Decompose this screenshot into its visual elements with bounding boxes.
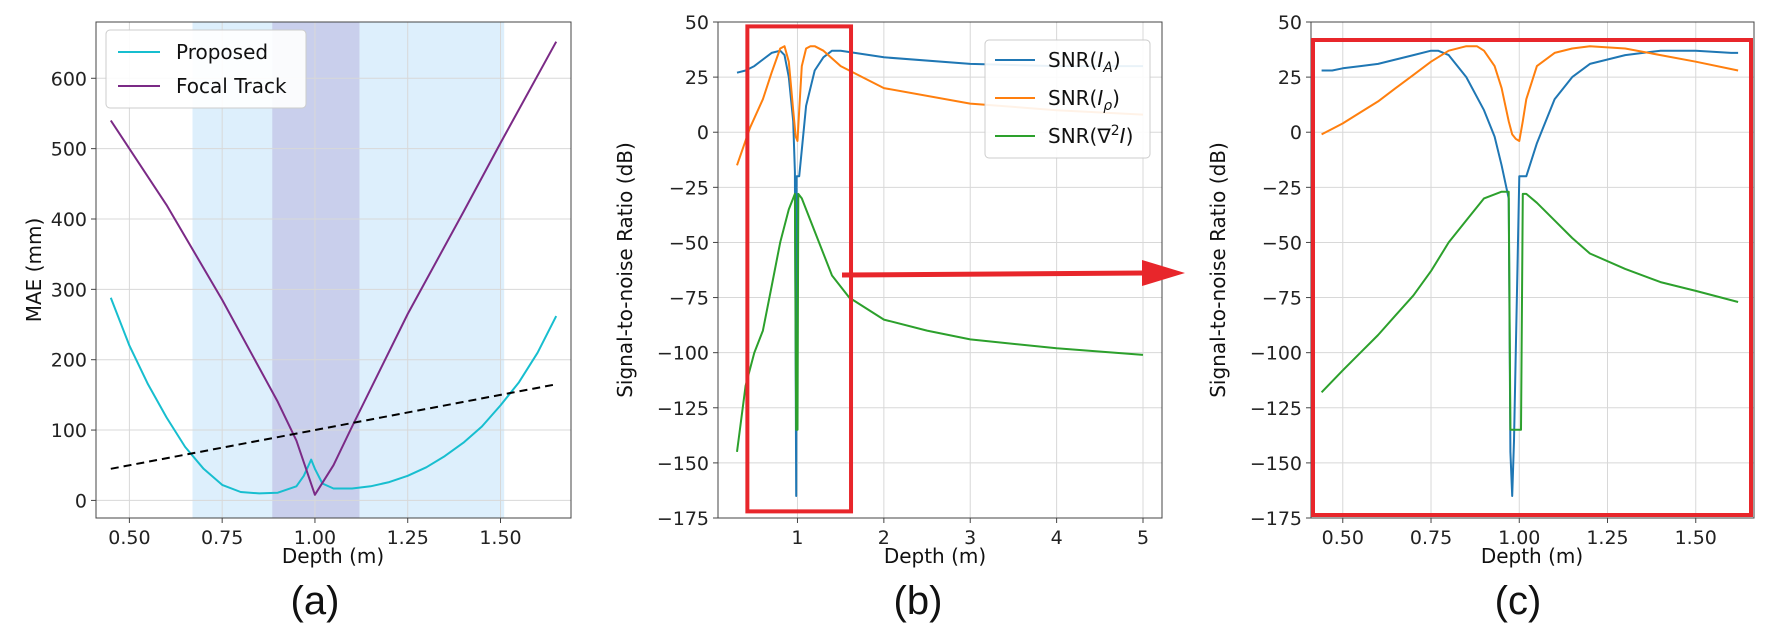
- legend-label-proposed: Proposed: [176, 40, 268, 64]
- panel-a-frame: [95, 21, 572, 519]
- panel-c-xticks: 0.50 0.75 1.00 1.25 1.50: [1322, 518, 1717, 549]
- panel-a-legend: Proposed Focal Track: [105, 29, 307, 109]
- series-line-reference: [110, 383, 557, 470]
- panel-b-xlabel: Depth (m): [884, 544, 986, 568]
- x-tick-label: 0.75: [201, 527, 243, 549]
- x-tick-label: 0.50: [1322, 527, 1364, 549]
- x-tick-label: 1.25: [1586, 527, 1628, 549]
- y-tick-label: 50: [685, 12, 709, 34]
- y-tick-label: 25: [1278, 67, 1302, 89]
- panel-a-grid: [96, 22, 571, 518]
- series-line-snr-i-a-: [1321, 49, 1739, 497]
- panel-b: 1 2 3 4 5 50 25 0 −25 −50 −75 −100 −125 −150 −175 Dep…: [613, 12, 1163, 623]
- zoom-arrow: [841, 260, 1185, 286]
- panel-c-series: [1320, 45, 1739, 497]
- panel-c-ylabel: Signal-to-noise Ratio (dB): [1206, 142, 1230, 398]
- x-tick-label: 3: [964, 527, 976, 549]
- x-tick-label: 0.50: [108, 527, 150, 549]
- legend-label-snr-irho: SNR(Iρ): [1048, 86, 1120, 114]
- legend-box: [984, 39, 1151, 159]
- zoom-arrow-shaft: [841, 270, 1151, 278]
- panel-c: 0.50 0.75 1.00 1.25 1.50 50 25 0 −25 −50 −75 −100 −…: [1206, 12, 1755, 623]
- panel-b-yticks: 50 25 0 −25 −50 −75 −100 −125 −150 −175: [657, 12, 718, 530]
- y-tick-label: −150: [1250, 453, 1302, 475]
- x-tick-label: 4: [1051, 527, 1063, 549]
- y-tick-label: −100: [1250, 343, 1302, 365]
- panel-a-yticks: 0 100 200 300 400 500 600: [51, 68, 96, 512]
- panel-b-series: [736, 45, 1144, 497]
- panel-b-label: (b): [894, 579, 943, 623]
- y-tick-label: −175: [1250, 508, 1302, 530]
- x-tick-label: 1.50: [1675, 527, 1717, 549]
- y-tick-label: 50: [1278, 12, 1302, 34]
- y-tick-label: −50: [1262, 232, 1302, 254]
- y-tick-label: 100: [51, 420, 87, 442]
- x-tick-label: 1: [791, 527, 803, 549]
- panel-a-series: [109, 41, 558, 496]
- panel-c-grid: [1311, 21, 1754, 519]
- legend-label-snr-ia: SNR(IA): [1048, 48, 1121, 76]
- y-tick-label: −175: [657, 508, 709, 530]
- y-tick-label: 500: [51, 139, 87, 161]
- y-tick-label: 0: [1290, 122, 1302, 144]
- panel-c-xlabel: Depth (m): [1481, 544, 1583, 568]
- x-tick-label: 5: [1137, 527, 1149, 549]
- x-tick-label: 0.75: [1410, 527, 1452, 549]
- panel-b-legend: SNR(IA) SNR(Iρ) SNR(∇2I): [984, 39, 1151, 159]
- zoom-box: [745, 24, 854, 514]
- y-tick-label: 0: [75, 490, 87, 512]
- y-tick-label: −25: [669, 177, 709, 199]
- panel-a-ylabel: MAE (mm): [22, 218, 46, 323]
- panel-c-yticks: 50 25 0 −25 −50 −75 −100 −125 −150 −175: [1250, 12, 1311, 530]
- y-tick-label: −75: [669, 288, 709, 310]
- panel-b-ylabel: Signal-to-noise Ratio (dB): [613, 142, 637, 398]
- panel-a-label: (a): [291, 579, 340, 623]
- y-tick-label: 600: [51, 68, 87, 90]
- y-tick-label: −25: [1262, 177, 1302, 199]
- y-tick-label: 0: [697, 122, 709, 144]
- x-tick-label: 1.50: [479, 527, 521, 549]
- series-line-snr-i-rho-: [1321, 45, 1739, 142]
- series-line-snr-i-a-: [736, 49, 1143, 497]
- y-tick-label: −150: [657, 453, 709, 475]
- y-tick-label: −100: [657, 343, 709, 365]
- panel-a: 0.50 0.75 1.00 1.25 1.50 0 100 200 300 400 500 600…: [22, 21, 572, 623]
- panel-c-label: (c): [1495, 579, 1542, 623]
- series-line-snr-laplacian-i-: [736, 192, 1144, 453]
- panel-a-xlabel: Depth (m): [282, 544, 384, 568]
- y-tick-label: −50: [669, 232, 709, 254]
- legend-label-focal-track: Focal Track: [176, 74, 287, 98]
- y-tick-label: −75: [1262, 288, 1302, 310]
- legend-label-snr-laplacian: SNR(∇2I): [1048, 123, 1133, 148]
- zoom-arrow-head: [1142, 260, 1185, 286]
- x-tick-label: 1.00: [294, 527, 336, 549]
- y-tick-label: 400: [51, 209, 87, 231]
- y-tick-label: 200: [51, 350, 87, 372]
- y-tick-label: 300: [51, 279, 87, 301]
- y-tick-label: −125: [657, 398, 709, 420]
- series-line-snr-i-rho-: [736, 45, 1144, 166]
- panel-c-frame: [1310, 21, 1755, 519]
- y-tick-label: −125: [1250, 398, 1302, 420]
- zoom-frame: [1311, 38, 1753, 517]
- legend-box: [105, 29, 307, 109]
- y-tick-label: 25: [685, 67, 709, 89]
- panel-a-xticks: 0.50 0.75 1.00 1.25 1.50: [108, 518, 522, 549]
- x-tick-label: 2: [878, 527, 890, 549]
- series-line-proposed: [109, 297, 558, 495]
- series-line-snr-laplacian-i-: [1320, 190, 1739, 431]
- x-tick-label: 1.00: [1498, 527, 1540, 549]
- panel-b-xticks: 1 2 3 4 5: [791, 518, 1149, 549]
- series-line-focal-track: [109, 41, 558, 496]
- x-tick-label: 1.25: [387, 527, 429, 549]
